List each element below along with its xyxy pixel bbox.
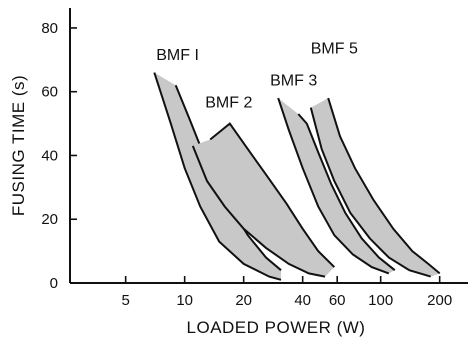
x-tick-label: 200 xyxy=(427,292,452,309)
band-upper-line xyxy=(327,97,441,275)
series-label: BMF 2 xyxy=(205,95,252,112)
x-tick-label: 60 xyxy=(329,292,346,309)
x-tick-label: 40 xyxy=(294,292,311,309)
y-tick-label: 20 xyxy=(41,211,58,228)
y-tick-label: 40 xyxy=(41,147,58,164)
y-axis-title: FUSING TIME (s) xyxy=(9,75,28,216)
band-area xyxy=(192,123,335,277)
band-group xyxy=(153,72,441,281)
x-tick-label: 10 xyxy=(176,292,193,309)
y-tick-label: 60 xyxy=(41,84,58,101)
axes-group xyxy=(69,8,468,284)
x-tick-label: 20 xyxy=(235,292,252,309)
band-upper-line xyxy=(209,122,336,268)
band-lower-line xyxy=(191,145,326,278)
x-tick-label: 5 xyxy=(121,292,129,309)
band-upper-line xyxy=(297,113,396,271)
band-lower-line xyxy=(153,72,282,281)
band-area xyxy=(278,98,395,274)
x-tick-label: 100 xyxy=(368,292,393,309)
x-ticks-group: 5 10 20 40 60 100 200 xyxy=(121,276,452,309)
series-label: BMF 5 xyxy=(311,40,358,57)
y-tick-label: 0 xyxy=(50,275,58,292)
x-axis-title: LOADED POWER (W) xyxy=(187,318,366,337)
band-area xyxy=(154,72,281,280)
band-area xyxy=(310,98,440,277)
series-labels-group: BMF I BMF 2 BMF 3 BMF 5 xyxy=(156,40,358,111)
y-ticks-group: 0 20 40 60 80 xyxy=(41,20,77,292)
band-lower-line xyxy=(309,107,431,278)
series-label: BMF I xyxy=(156,47,199,64)
series-label: BMF 3 xyxy=(270,72,317,89)
band-lower-line xyxy=(277,97,390,275)
y-tick-label: 80 xyxy=(41,20,58,37)
